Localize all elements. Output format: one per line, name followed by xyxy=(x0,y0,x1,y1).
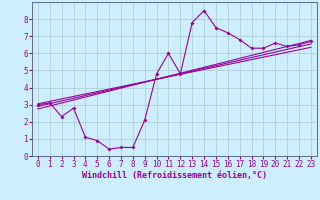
X-axis label: Windchill (Refroidissement éolien,°C): Windchill (Refroidissement éolien,°C) xyxy=(82,171,267,180)
